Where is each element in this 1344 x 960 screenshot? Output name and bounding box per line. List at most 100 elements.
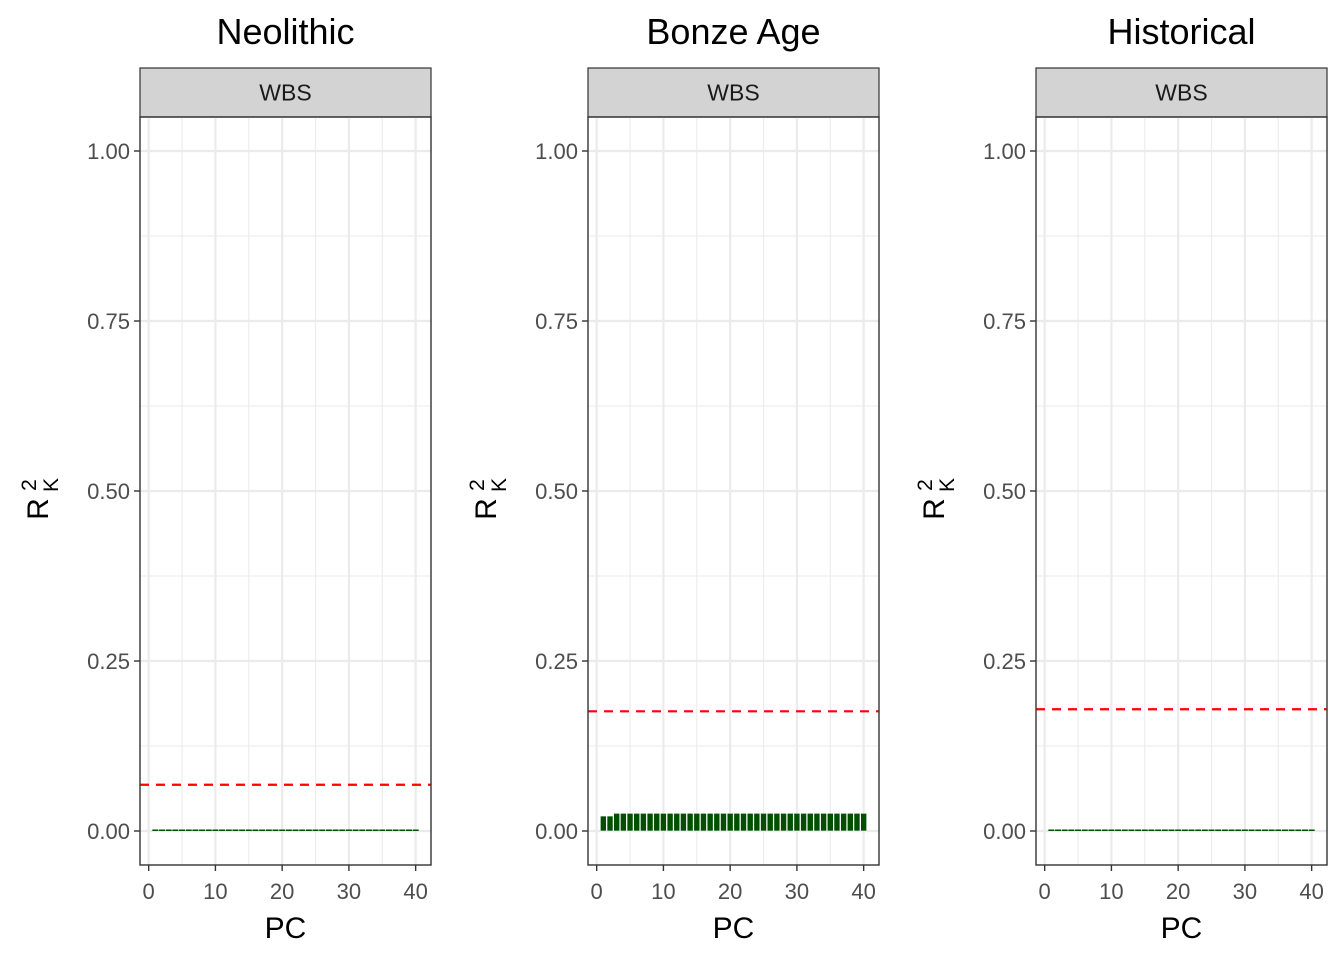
bar [1201,829,1208,831]
gridlines [140,117,431,865]
bar [726,813,734,832]
bar [332,829,339,831]
x-tick-label: 20 [718,879,742,904]
y-axis-title-subscript: K [40,478,63,492]
bar [846,813,854,832]
bar [1195,829,1202,831]
bar [285,829,292,831]
y-tick-label: 0.50 [535,479,578,504]
facet-strip [587,67,880,118]
bar [600,815,607,832]
bar [1215,829,1222,831]
bar [606,815,614,832]
bar [1088,829,1095,831]
x-axis-title: PC [265,912,307,945]
bar [1221,829,1228,831]
x-axis: 0 10 20 30 40 [1039,865,1324,904]
facet-strip [1035,67,1328,118]
y-axis-title: R 2 K [466,478,511,520]
bar [272,829,279,831]
bar [1101,829,1108,831]
panel-2: Bonze Age WBS 0.00 0.25 0.50 0.75 1.00 0 10 20 30 4… [466,11,880,945]
x-tick-label: 40 [403,879,427,904]
bar [646,813,654,832]
bar [640,813,647,832]
bar [385,829,392,831]
bar [666,813,674,832]
bar [626,813,634,832]
y-axis-title: R 2 K [914,478,959,520]
panel-title: Historical [1107,11,1255,52]
bar [1155,829,1162,831]
bar-series [600,813,867,832]
y-tick-label: 1.00 [535,139,578,164]
bar [660,813,667,832]
y-tick-label: 1.00 [983,139,1026,164]
bar [1248,829,1255,831]
y-axis-title-base: R [22,498,55,520]
bar [205,829,212,831]
bar [613,813,621,832]
x-tick-label: 10 [1099,879,1123,904]
bar [265,829,272,831]
bar [179,829,186,831]
bar [1241,829,1248,831]
bar [680,813,687,832]
bar [292,829,299,831]
y-tick-label: 0.75 [983,309,1026,334]
bar [299,829,306,831]
bar [806,813,814,832]
gridlines [1036,117,1327,865]
facet-strip-label: WBS [1155,80,1207,106]
y-tick-label: 0.00 [983,819,1026,844]
y-tick-label: 0.25 [983,649,1026,674]
y-tick-label: 0.25 [87,649,130,674]
bar [1281,829,1288,831]
bar [1141,829,1148,831]
y-tick-label: 0.75 [535,309,578,334]
bar [753,813,761,832]
bar [412,829,419,831]
panel-3: Historical WBS 0.00 0.25 0.50 0.75 1.00 0 10 20 30… [914,11,1328,945]
y-axis-title-superscript: 2 [466,479,489,491]
bar [740,813,747,832]
x-tick-label: 20 [270,879,294,904]
bar [700,813,707,832]
bar [1188,829,1195,831]
bar [773,813,781,832]
bar [1148,829,1155,831]
x-tick-label: 10 [651,879,675,904]
bar [1168,829,1175,831]
bar [339,829,346,831]
bar [706,813,714,832]
bar-series [152,829,419,831]
y-axis-title-superscript: 2 [18,479,41,491]
bar [192,829,199,831]
bar [212,829,219,831]
y-axis-title-base: R [470,498,503,520]
x-axis: 0 10 20 30 40 [143,865,428,904]
x-tick-label: 30 [337,879,361,904]
bar [199,829,206,831]
bar [746,813,754,832]
bar [379,829,386,831]
bar [252,829,259,831]
x-tick-label: 20 [1166,879,1190,904]
bar [259,829,266,831]
panel-1: Neolithic WBS 0.00 0.25 0.50 0.75 1.00 0 10 20 30 4… [18,11,432,945]
bar [345,829,352,831]
bar [372,829,379,831]
bar [325,829,332,831]
bar [826,813,834,832]
facet-strip-label: WBS [259,80,311,106]
bar [1228,829,1235,831]
y-axis-title: R 2 K [18,478,63,520]
y-axis: 0.00 0.25 0.50 0.75 1.00 [983,139,1036,844]
bar [673,813,681,832]
bar [305,829,312,831]
bar [232,829,239,831]
bar [1128,829,1135,831]
bar-series [1048,829,1315,831]
bar [1135,829,1142,831]
